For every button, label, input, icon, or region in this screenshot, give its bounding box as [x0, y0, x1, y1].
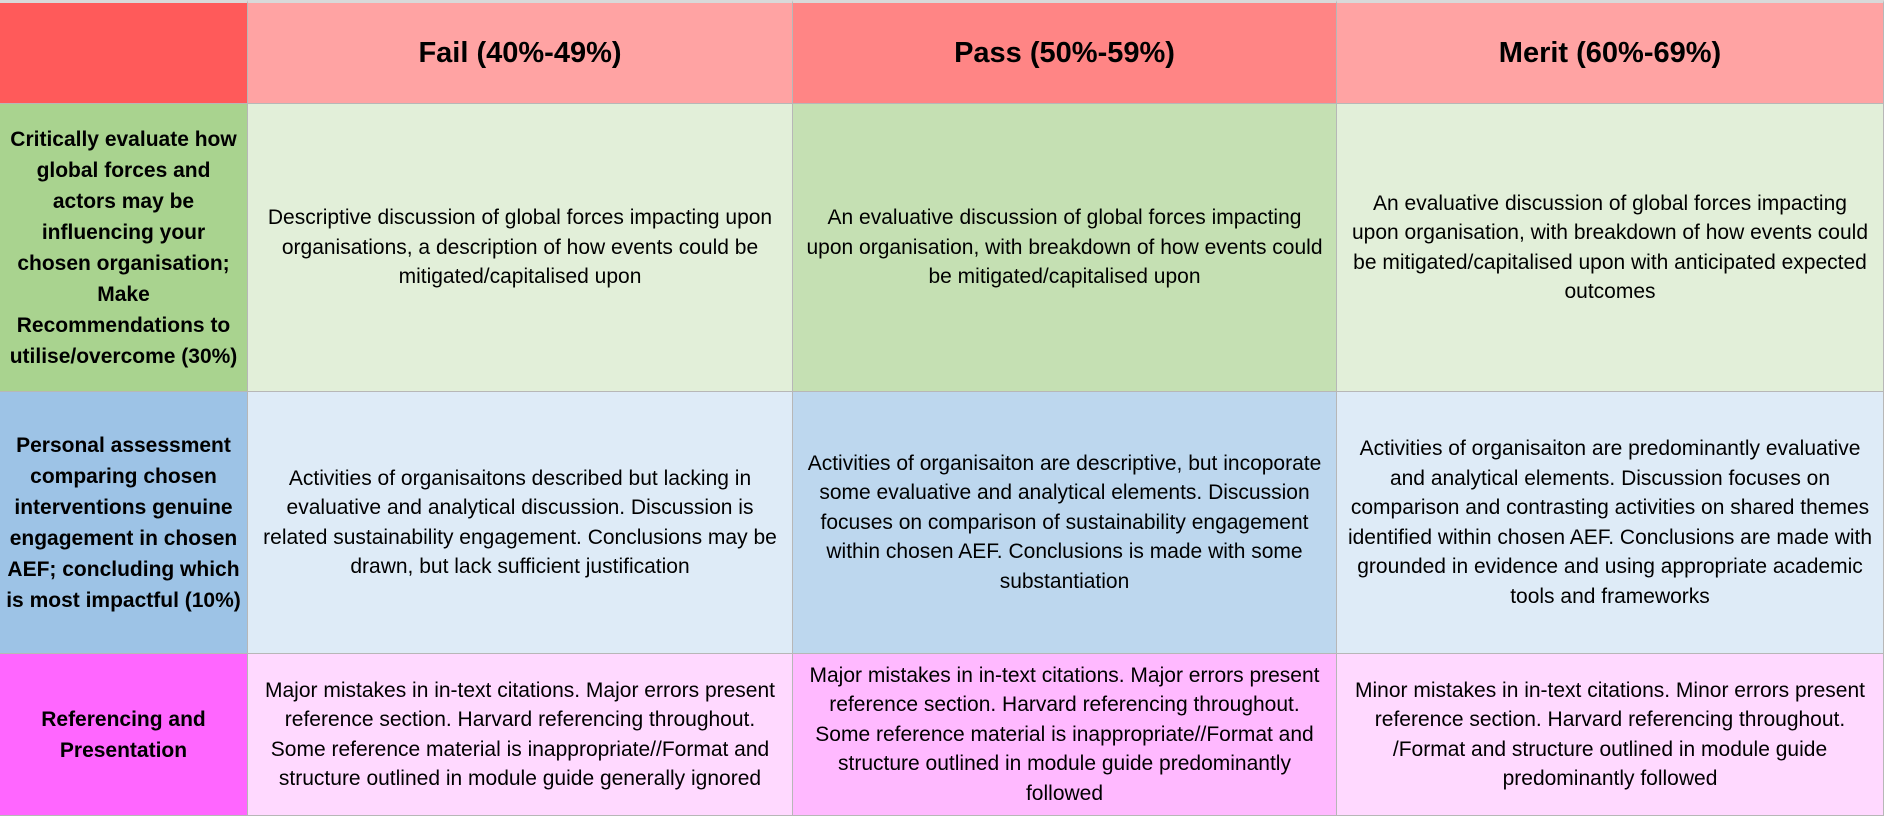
descriptor-text: An evaluative discussion of global force… — [806, 206, 1323, 289]
header-fail-cell: Fail (40%-49%) — [248, 0, 793, 104]
global-forces-merit-cell: An evaluative discussion of global force… — [1337, 104, 1884, 392]
header-merit-cell: Merit (60%-69%) — [1337, 0, 1884, 104]
criterion-referencing: Referencing and Presentation — [0, 654, 248, 816]
personal-assessment-merit-cell: Activities of organisaiton are predomina… — [1337, 392, 1884, 654]
descriptor-text: Descriptive discussion of global forces … — [267, 206, 773, 289]
global-forces-pass-cell: An evaluative discussion of global force… — [793, 104, 1337, 392]
global-forces-fail-cell: Descriptive discussion of global forces … — [248, 104, 793, 392]
descriptor-text: Activities of organisaitons described bu… — [263, 466, 777, 579]
criterion-label: Personal assessment comparing chosen int… — [6, 433, 241, 612]
descriptor-text: Major mistakes in in-text citations. Maj… — [809, 663, 1320, 805]
header-fail-label: Fail (40%-49%) — [418, 36, 622, 69]
criterion-label: Critically evaluate how global forces an… — [9, 127, 238, 368]
referencing-fail-cell: Major mistakes in in-text citations. Maj… — [248, 654, 793, 816]
descriptor-text: Activities of organisaiton are descripti… — [807, 451, 1322, 593]
header-corner-cell — [0, 0, 248, 104]
header-pass-cell: Pass (50%-59%) — [793, 0, 1337, 104]
header-pass-label: Pass (50%-59%) — [954, 36, 1175, 69]
descriptor-text: Major mistakes in in-text citations. Maj… — [265, 678, 775, 791]
criterion-label: Referencing and Presentation — [41, 707, 206, 762]
referencing-pass-cell: Major mistakes in in-text citations. Maj… — [793, 654, 1337, 816]
personal-assessment-pass-cell: Activities of organisaiton are descripti… — [793, 392, 1337, 654]
descriptor-text: Minor mistakes in in-text citations. Min… — [1355, 678, 1865, 791]
personal-assessment-fail-cell: Activities of organisaitons described bu… — [248, 392, 793, 654]
header-merit-label: Merit (60%-69%) — [1498, 36, 1722, 69]
descriptor-text: An evaluative discussion of global force… — [1352, 191, 1868, 304]
descriptor-text: Activities of organisaiton are predomina… — [1347, 437, 1873, 608]
criterion-personal-assessment: Personal assessment comparing chosen int… — [0, 392, 248, 654]
criterion-global-forces: Critically evaluate how global forces an… — [0, 104, 248, 392]
referencing-merit-cell: Minor mistakes in in-text citations. Min… — [1337, 654, 1884, 816]
